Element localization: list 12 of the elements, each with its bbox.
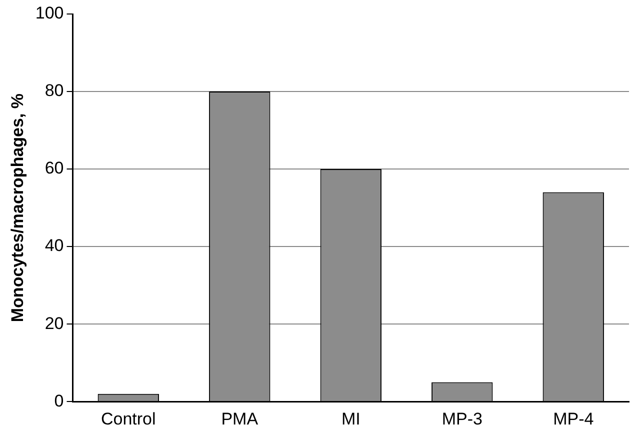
y-tick-label: 60 bbox=[44, 158, 64, 178]
x-tick-label: Control bbox=[100, 409, 156, 428]
x-tick-label: MI bbox=[341, 409, 360, 428]
y-tick-label: 0 bbox=[54, 391, 64, 410]
y-axis-title: Monocytes/macrophages, % bbox=[8, 93, 27, 322]
x-tick-label: MP-4 bbox=[553, 409, 594, 428]
x-tick-label: PMA bbox=[221, 409, 259, 428]
x-tick-label: MP-3 bbox=[442, 409, 482, 428]
y-tick-label: 100 bbox=[35, 4, 64, 23]
y-tick-label: 80 bbox=[44, 81, 64, 100]
y-tick-label: 40 bbox=[44, 236, 64, 256]
y-tick-label: 20 bbox=[44, 314, 64, 333]
